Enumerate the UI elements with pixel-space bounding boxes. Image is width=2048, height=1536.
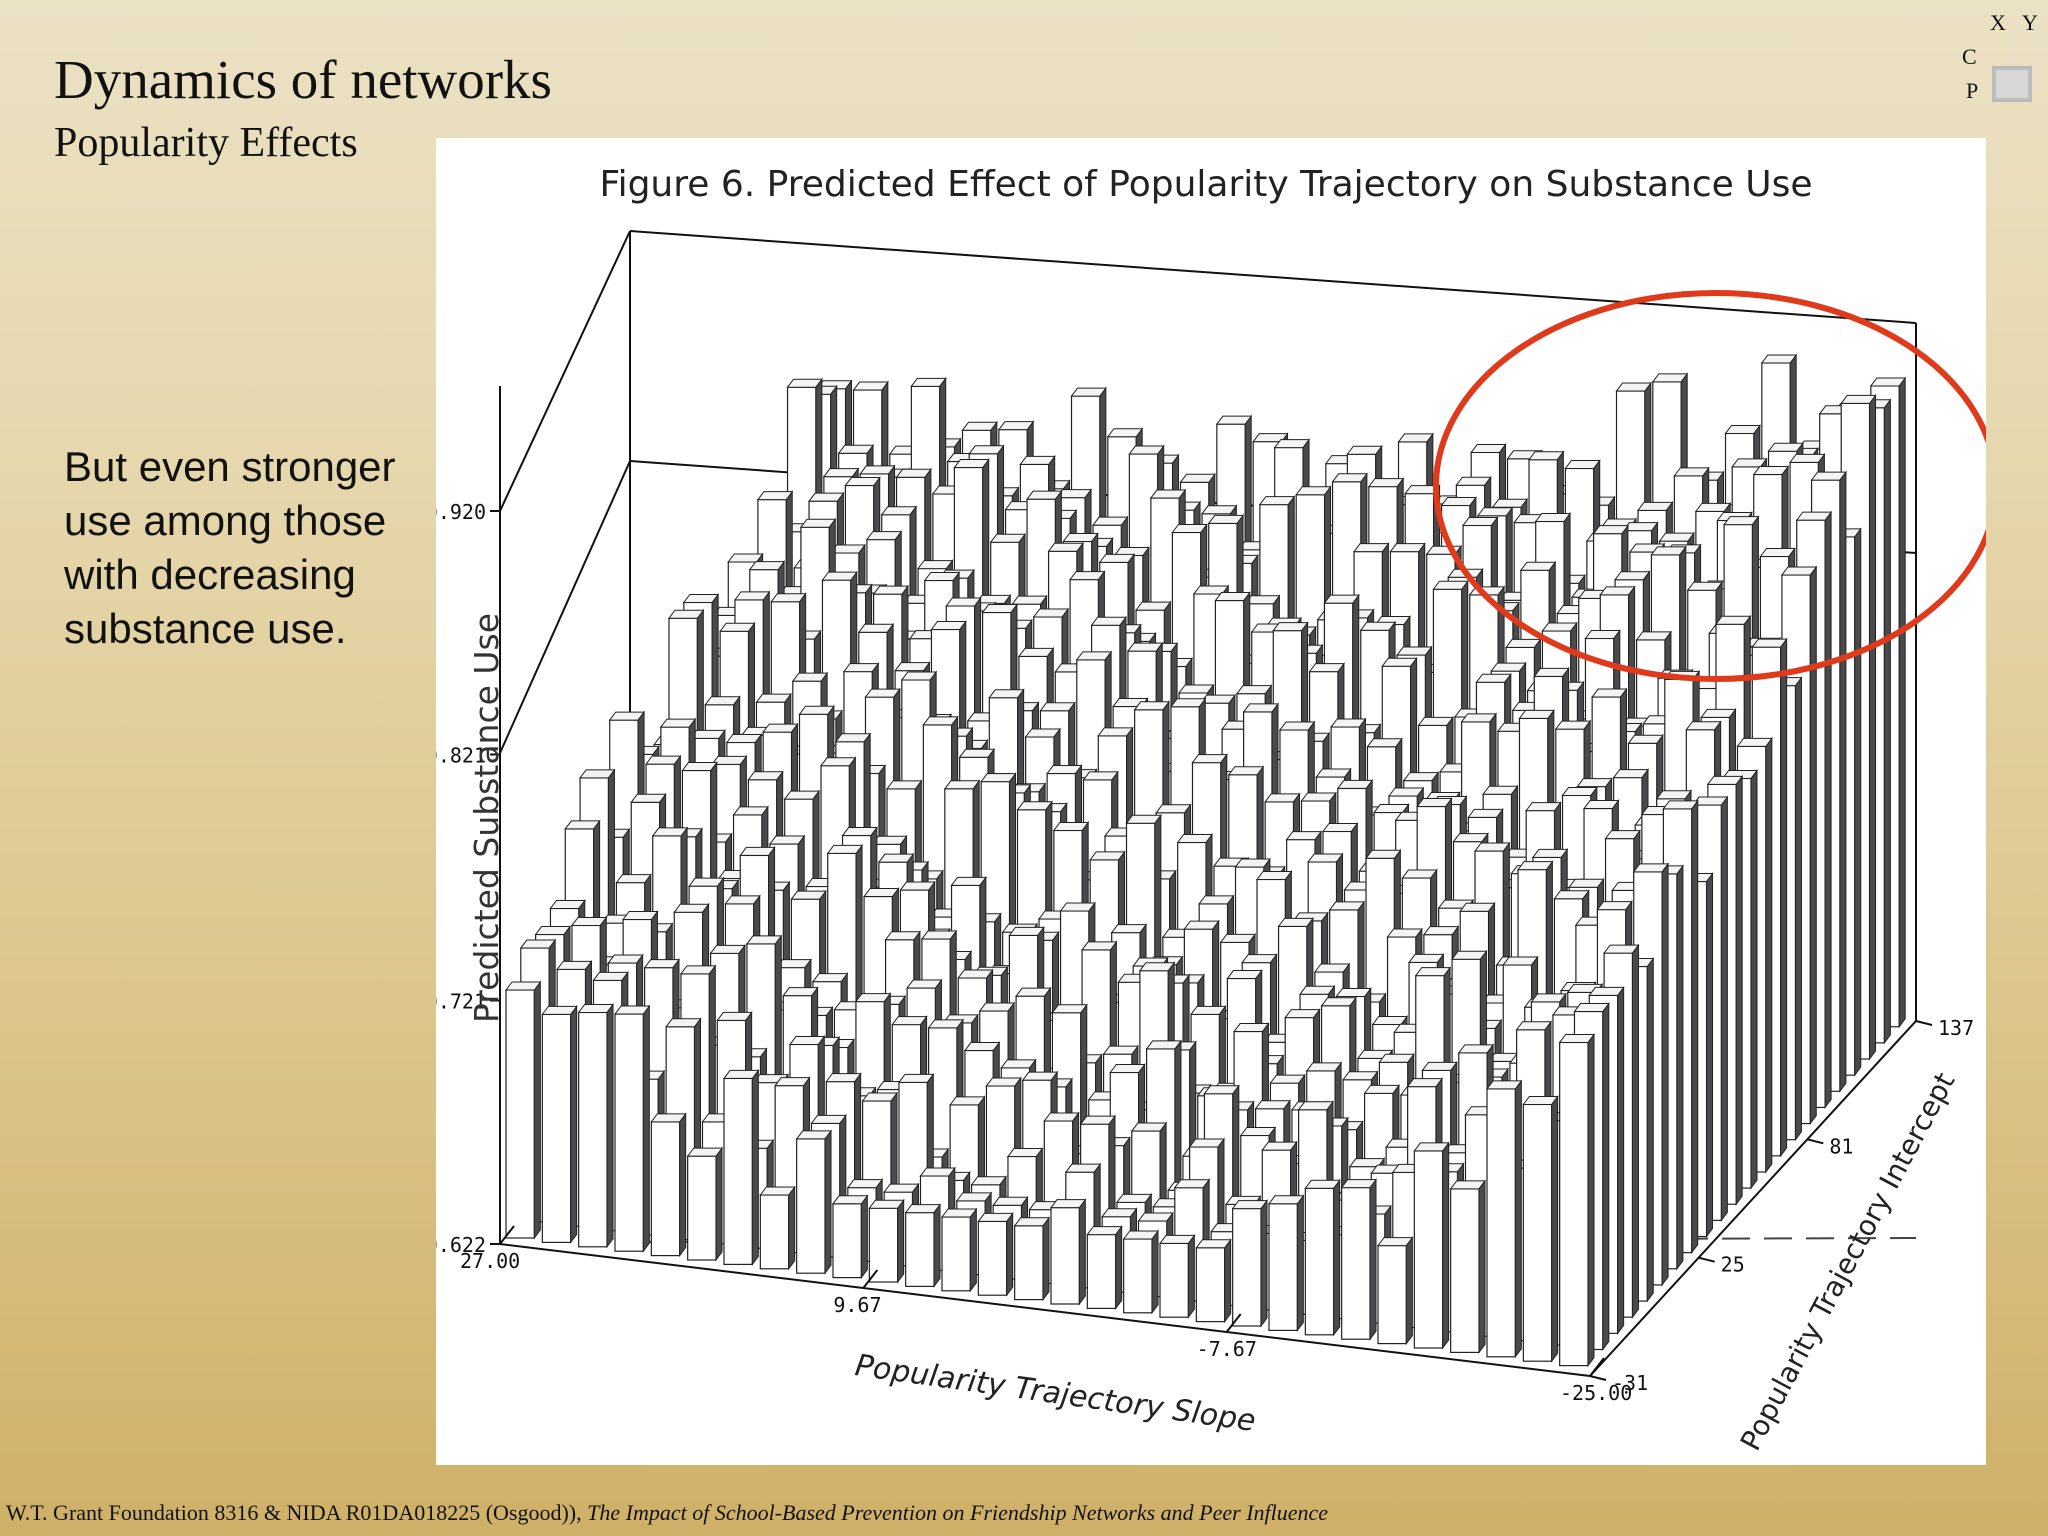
slide-title: Dynamics of networks bbox=[54, 49, 552, 110]
y-axis-ticks: -31 25 81 137 bbox=[1589, 1016, 1974, 1395]
x-tick-label: -25.00 bbox=[1560, 1381, 1632, 1405]
bar bbox=[577, 1002, 615, 1249]
bar bbox=[1449, 1179, 1487, 1354]
bar bbox=[1268, 1194, 1305, 1332]
bar bbox=[1304, 1178, 1341, 1337]
bar bbox=[868, 1198, 905, 1284]
bar bbox=[686, 1146, 724, 1262]
z-tick-label: 0.721 bbox=[436, 989, 486, 1013]
bar bbox=[941, 1207, 978, 1293]
y-tick-label: -31 bbox=[1612, 1371, 1648, 1395]
bar bbox=[1013, 1216, 1051, 1302]
chart-title: Figure 6. Predicted Effect of Popularity… bbox=[599, 164, 1812, 205]
z-tick-label: 0.821 bbox=[436, 744, 486, 768]
bar3d-chart: Figure 6. Predicted Effect of Popularity… bbox=[436, 164, 1986, 1456]
y-tick bbox=[1589, 1375, 1607, 1381]
bullet-text: But even stronger use among those with d… bbox=[64, 443, 396, 652]
bar bbox=[1231, 1199, 1269, 1328]
bar bbox=[723, 1068, 760, 1266]
y-tick-label: 137 bbox=[1938, 1016, 1974, 1040]
highlight-circle bbox=[1433, 290, 1986, 682]
x-tick-label: 9.67 bbox=[833, 1293, 881, 1317]
bar bbox=[1340, 1178, 1378, 1341]
y-tick bbox=[1915, 1020, 1933, 1026]
y-tick-label: 81 bbox=[1829, 1134, 1853, 1158]
bar bbox=[1377, 1236, 1414, 1346]
x-tick bbox=[499, 1225, 515, 1245]
nav-c-label[interactable]: C bbox=[1962, 44, 1977, 69]
figure-panel: Figure 6. Predicted Effect of Popularity… bbox=[436, 138, 1986, 1465]
nav-y-label[interactable]: Y bbox=[2022, 10, 2038, 35]
nav-x-label[interactable]: X bbox=[1990, 10, 2006, 35]
x-axis-label: Popularity Trajectory Slope bbox=[853, 1348, 1258, 1439]
bar bbox=[904, 1203, 942, 1288]
x-tick-label: 27.00 bbox=[460, 1249, 520, 1273]
z-axis-ticks: 0.622 0.721 0.821 0.920 bbox=[436, 500, 500, 1257]
bar bbox=[1558, 1032, 1596, 1368]
nav-p-label[interactable]: P bbox=[1966, 78, 1979, 103]
bar bbox=[832, 1194, 869, 1280]
slide-nav-widget[interactable]: X Y C P bbox=[1938, 0, 2048, 110]
x-tick bbox=[1225, 1313, 1242, 1333]
z-tick-label: 0.622 bbox=[436, 1233, 486, 1257]
y-tick-label: 25 bbox=[1721, 1253, 1745, 1277]
x-tick bbox=[1589, 1357, 1605, 1377]
bar bbox=[650, 1112, 687, 1258]
x-tick bbox=[862, 1269, 879, 1289]
bar bbox=[1122, 1229, 1160, 1315]
bar bbox=[1486, 1079, 1523, 1359]
bar bbox=[1086, 1225, 1123, 1310]
bar bbox=[759, 1185, 796, 1271]
footer-plain: W.T. Grant Foundation 8316 & NIDA R01DA0… bbox=[6, 1500, 582, 1525]
bar bbox=[1522, 1094, 1559, 1363]
z-axis-label: Predicted Substance Use bbox=[467, 613, 506, 1023]
bar bbox=[795, 1129, 833, 1275]
bar bbox=[1413, 1141, 1450, 1350]
bar bbox=[1195, 1238, 1232, 1324]
bars-layer bbox=[505, 353, 1907, 1368]
y-tick bbox=[1807, 1138, 1824, 1145]
bar bbox=[541, 1004, 578, 1244]
x-axis-ticks: 27.00 9.67 -7.67 -25.00 bbox=[460, 1225, 1632, 1405]
bar bbox=[977, 1211, 1014, 1297]
footer-citation: W.T. Grant Foundation 8316 & NIDA R01DA0… bbox=[6, 1500, 1328, 1526]
bar bbox=[505, 980, 542, 1240]
bar bbox=[1159, 1233, 1196, 1319]
slide-subtitle: Popularity Effects bbox=[54, 120, 358, 166]
z-tick-label: 0.920 bbox=[436, 500, 486, 524]
footer-italic: The Impact of School-Based Prevention on… bbox=[587, 1500, 1329, 1525]
x-tick-label: -7.67 bbox=[1197, 1337, 1257, 1361]
nav-box-button[interactable] bbox=[1992, 66, 2032, 102]
bar bbox=[614, 1004, 651, 1253]
y-tick bbox=[1698, 1256, 1715, 1263]
bar bbox=[1050, 1198, 1087, 1306]
